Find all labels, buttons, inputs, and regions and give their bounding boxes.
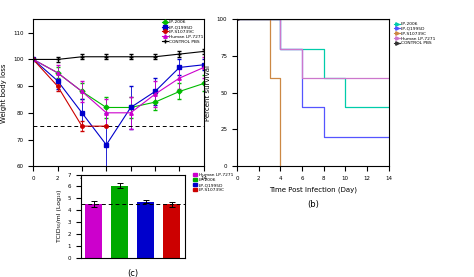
Line: LP-S10739C: LP-S10739C (237, 19, 280, 166)
LP-2006 (277, 18, 283, 21)
Human LP-7271 (234, 18, 240, 21)
CONTROL PBS (386, 18, 392, 21)
LP-2006 (321, 76, 327, 80)
LP-2006 (234, 18, 240, 21)
X-axis label: Time Post Infection (Day): Time Post Infection (Day) (269, 186, 357, 193)
Human LP-7271 (277, 18, 283, 21)
LP-S10739C (267, 76, 273, 80)
LP-Q1995D (234, 18, 240, 21)
LP-2006 (343, 76, 348, 80)
CONTROL PBS (386, 18, 392, 21)
LP-Q1995D (321, 106, 327, 109)
LP-S10739C (277, 76, 283, 80)
Bar (137, 202, 154, 258)
Legend: Human LP-7271, LP-2006, LP-Q1995D, LP-S10739C: Human LP-7271, LP-2006, LP-Q1995D, LP-S1… (192, 173, 233, 193)
Human LP-7271 (386, 76, 392, 80)
LP-Q1995D (386, 135, 392, 138)
LP-2006 (343, 106, 348, 109)
LP-Q1995D (277, 18, 283, 21)
LP-Q1995D (299, 47, 305, 50)
Text: (b): (b) (307, 200, 319, 209)
Y-axis label: Weight body loss: Weight body loss (1, 63, 8, 122)
LP-2006 (386, 106, 392, 109)
LP-Q1995D (321, 135, 327, 138)
Legend: LP-2006, LP-Q1995D, LP-S10739C, Human LP-7271, CONTROL PBS: LP-2006, LP-Q1995D, LP-S10739C, Human LP… (394, 22, 436, 46)
Human LP-7271 (277, 47, 283, 50)
Human LP-7271 (299, 76, 305, 80)
LP-S10739C (267, 18, 273, 21)
LP-Q1995D (299, 106, 305, 109)
Line: LP-Q1995D: LP-Q1995D (237, 19, 389, 137)
CONTROL PBS (234, 18, 240, 21)
Line: Human LP-7271: Human LP-7271 (237, 19, 389, 78)
Human LP-7271 (299, 47, 305, 50)
Human LP-7271 (321, 76, 327, 80)
LP-S10739C (277, 76, 283, 80)
Text: (c): (c) (127, 269, 138, 277)
Human LP-7271 (321, 76, 327, 80)
LP-2006 (321, 47, 327, 50)
LP-Q1995D (277, 47, 283, 50)
Bar (111, 186, 128, 258)
Y-axis label: Percent survival: Percent survival (205, 65, 211, 121)
Line: LP-2006: LP-2006 (237, 19, 389, 107)
LP-S10739C (277, 76, 283, 80)
LP-2006 (386, 106, 392, 109)
Legend: LP-2006, LP-Q1995D, LP-S10739C, Human LP-7271, CONTROL PBS: LP-2006, LP-Q1995D, LP-S10739C, Human LP… (162, 20, 203, 44)
LP-S10739C (277, 165, 283, 168)
Bar (85, 204, 102, 258)
LP-S10739C (234, 18, 240, 21)
X-axis label: Day post infection: Day post infection (87, 186, 150, 193)
Text: (a): (a) (113, 200, 124, 209)
Y-axis label: TCID₅₀/ml (Log₁₀): TCID₅₀/ml (Log₁₀) (57, 190, 62, 242)
LP-2006 (277, 47, 283, 50)
Human LP-7271 (386, 76, 392, 80)
LP-Q1995D (386, 135, 392, 138)
Bar (163, 204, 180, 258)
